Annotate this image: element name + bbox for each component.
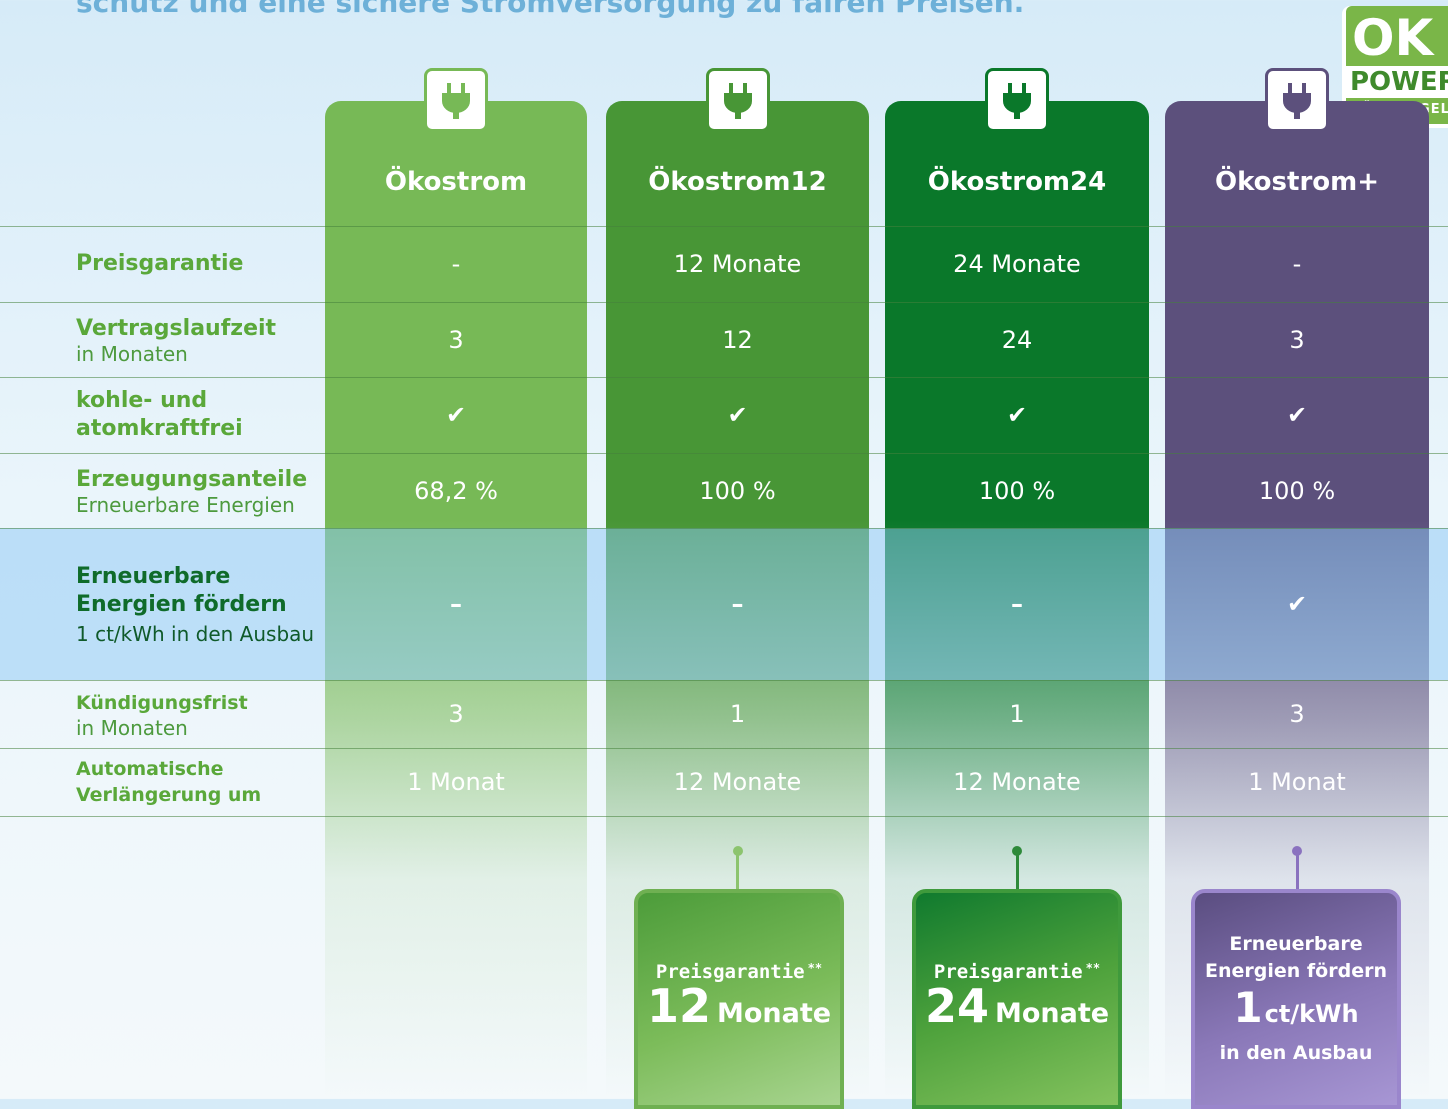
row-title: Erzeugungsanteile xyxy=(76,467,308,492)
plan-name: Ökostrom+ xyxy=(1214,167,1380,197)
highlight-band xyxy=(0,528,1448,680)
connector xyxy=(1015,852,1019,890)
connector-dot xyxy=(1292,846,1302,856)
cell-value: 100 % xyxy=(699,477,776,505)
row-label: Automatische Verlängerung um xyxy=(76,756,321,808)
callout-footer: in den Ausbau xyxy=(1219,1042,1373,1064)
cell-value: 24 xyxy=(1001,326,1033,354)
cell-value: – xyxy=(731,590,744,618)
cell-value: 12 Monate xyxy=(673,250,802,278)
heading: schutz und eine sichere Stromversorgung … xyxy=(76,0,1025,19)
plug-glyph xyxy=(442,83,470,119)
row-divider xyxy=(0,816,1448,817)
plan-name: Ökostrom12 xyxy=(648,167,827,197)
connector-dot xyxy=(732,846,743,856)
row-divider xyxy=(0,377,1448,378)
cell-value: 24 Monate xyxy=(953,250,1081,278)
row-divider xyxy=(0,528,1448,529)
callout-figure: 1ct/kWh xyxy=(1195,985,1397,1040)
row-title: Kündigungsfrist xyxy=(76,692,248,714)
cell-value: 3 xyxy=(448,326,464,354)
callout-box: Preisgarantie ** 24 Monate xyxy=(912,889,1122,1109)
callout-box: Preisgarantie ** 12 Monate xyxy=(634,889,844,1109)
callout-title: Preisgarantie xyxy=(655,961,805,983)
connector xyxy=(1295,852,1299,890)
cell-value: 12 Monate xyxy=(953,768,1081,796)
plug-icon xyxy=(985,68,1049,132)
callout-number: 12 xyxy=(646,979,711,1033)
callout-unit: ct/kWh xyxy=(1264,1000,1359,1028)
row-label: Erzeugungsanteile Erneuerbare Energien xyxy=(76,466,321,516)
row-sublabel: in Monaten xyxy=(76,342,188,366)
cell-value: ✔ xyxy=(1286,590,1308,618)
row-title: Vertragslaufzeit xyxy=(76,316,277,341)
cell-value: 1 xyxy=(729,700,746,728)
cell-value: 1 Monat xyxy=(407,768,505,796)
callout-unit: Monate xyxy=(994,998,1110,1029)
row-label: Kündigungsfrist in Monaten xyxy=(76,689,321,739)
cell-value: – xyxy=(1011,590,1023,618)
plan-name: Ökostrom xyxy=(384,167,528,197)
plug-glyph xyxy=(723,83,752,119)
connector-dot xyxy=(1012,846,1022,856)
cell-value: ✔ xyxy=(1286,401,1308,429)
row-divider xyxy=(0,453,1448,454)
plug-icon xyxy=(424,68,488,132)
row-label: kohle- und atomkraftfrei xyxy=(76,387,321,443)
row-divider xyxy=(0,302,1448,303)
badge-ok: OK xyxy=(1352,9,1434,67)
connector xyxy=(736,852,739,890)
callout-title: Preisgarantie xyxy=(933,961,1083,983)
row-sublabel: in Monaten xyxy=(76,716,188,740)
callout-number: 1 xyxy=(1233,983,1263,1032)
cell-value: ✔ xyxy=(445,401,467,429)
callout-title: Erneuerbare Energien fördern xyxy=(1205,933,1387,982)
callout-number: 24 xyxy=(924,979,989,1033)
plug-glyph xyxy=(1283,83,1311,119)
badge-power: POWER xyxy=(1350,67,1448,97)
row-sublabel: Erneuerbare Energien xyxy=(76,493,295,517)
callout-title-line: Preisgarantie ** xyxy=(638,961,840,983)
cell-value: 3 xyxy=(448,700,464,728)
cell-value: 12 Monate xyxy=(673,768,802,796)
callout-figure: 12 Monate xyxy=(638,979,840,1033)
row-title: Automatische Verlängerung um xyxy=(76,758,262,806)
row-divider xyxy=(0,680,1448,681)
row-label: Preisgarantie xyxy=(76,250,321,278)
cell-value: ✔ xyxy=(727,401,748,429)
cell-value: 68,2 % xyxy=(414,477,498,505)
cell-value: - xyxy=(1292,250,1302,278)
cell-value: 100 % xyxy=(1258,477,1336,505)
callout-figure: 24 Monate xyxy=(916,979,1118,1033)
row-title: Preisgarantie xyxy=(76,251,244,276)
callout-unit: Monate xyxy=(716,998,832,1029)
row-divider xyxy=(0,748,1448,749)
callout-note: ** xyxy=(807,961,823,975)
row-divider xyxy=(0,226,1448,227)
row-title: kohle- und atomkraftfrei xyxy=(76,388,243,441)
row-title: Erneuerbare Energien fördern xyxy=(76,564,287,617)
callout-title-line: Preisgarantie ** xyxy=(916,961,1118,983)
plug-glyph xyxy=(1003,83,1031,119)
cell-value: 100 % xyxy=(978,477,1056,505)
row-label: Erneuerbare Energien fördern 1 ct/kWh in … xyxy=(76,563,321,645)
row-sublabel: 1 ct/kWh in den Ausbau xyxy=(76,622,315,646)
cell-value: 12 xyxy=(722,326,753,354)
cell-value: - xyxy=(451,250,461,278)
cell-value: 1 xyxy=(1009,700,1025,728)
plan-name: Ökostrom24 xyxy=(927,167,1107,197)
row-label: Vertragslaufzeit in Monaten xyxy=(76,315,321,365)
cell-value: 1 Monat xyxy=(1248,768,1346,796)
ok-power-badge: OK POWER GÜTESIEGEL xyxy=(1342,6,1448,128)
cell-value: 3 xyxy=(1289,700,1305,728)
callout-note: ** xyxy=(1085,961,1101,975)
cell-value: ✔ xyxy=(1006,401,1028,429)
cell-value: 3 xyxy=(1289,326,1305,354)
plug-icon xyxy=(705,68,770,132)
plug-icon xyxy=(1265,68,1329,132)
cell-value: – xyxy=(450,590,462,618)
callout-box: Erneuerbare Energien fördern 1ct/kWh in de… xyxy=(1191,889,1401,1109)
